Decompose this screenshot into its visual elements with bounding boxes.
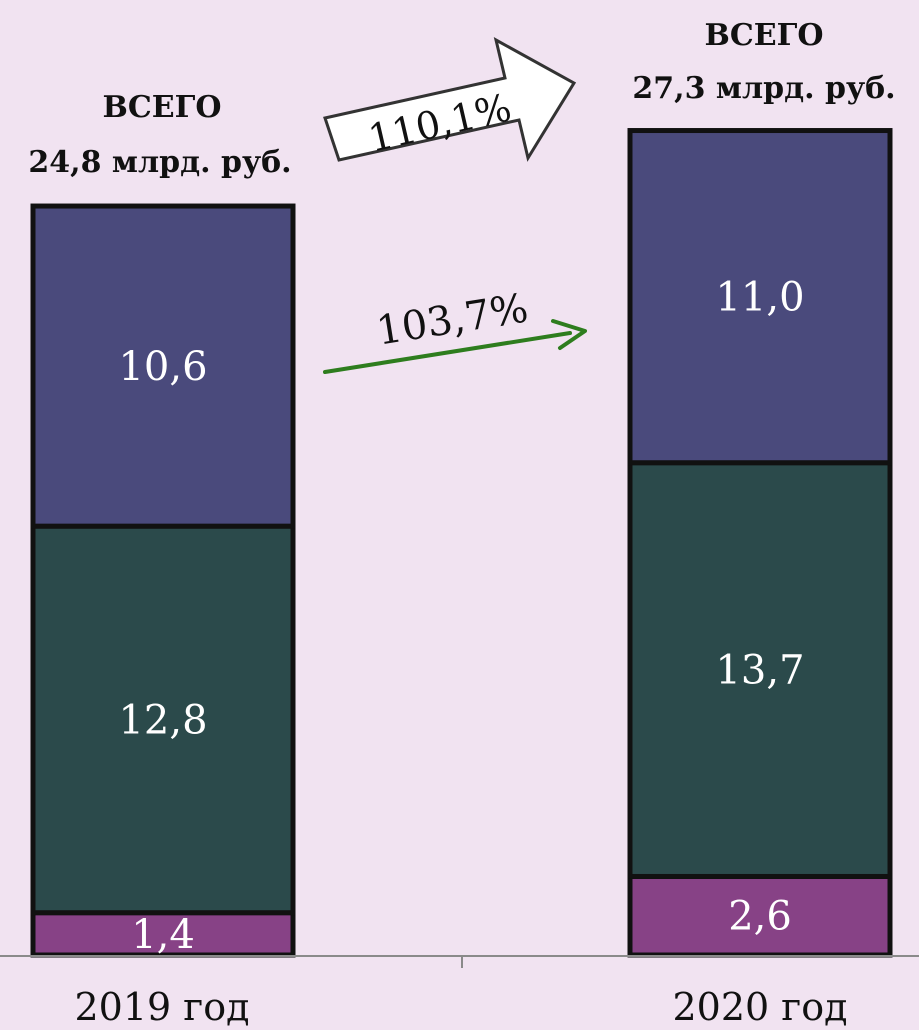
bars-group <box>30 128 893 958</box>
total-growth-arrow <box>323 37 577 162</box>
segment-value-label-2019-2: 10,6 <box>118 344 207 390</box>
bar-segment-2020-0 <box>627 873 893 958</box>
x-tick-label-2019: 2019 год <box>75 985 250 1029</box>
segment-value-label-2019-1: 12,8 <box>118 697 207 743</box>
segment-value-label-2020-0: 2,6 <box>728 894 792 940</box>
bar-segment-2019-2 <box>30 203 296 529</box>
total-label-2019: 24,8 млрд. руб. <box>28 145 291 180</box>
segment-value-label-2019-0: 1,4 <box>131 912 195 958</box>
total-heading-2019: ВСЕГО <box>103 90 222 125</box>
total-label-2020: 27,3 млрд. руб. <box>632 71 895 106</box>
bar-segment-2020-1 <box>627 460 893 879</box>
segment-value-label-2020-1: 13,7 <box>715 648 804 694</box>
segment-value-label-2020-2: 11,0 <box>715 275 804 321</box>
top-segment-growth-arrow <box>323 331 572 374</box>
x-tick-label-2020: 2020 год <box>673 985 848 1029</box>
segment-labels-group: 1,4 12,8 10,6 2,6 13,7 11,0 <box>118 275 804 958</box>
top-segment-growth-arrowhead <box>551 319 587 350</box>
bar-segment-2020-2 <box>627 128 893 466</box>
total-heading-2020: ВСЕГО <box>705 18 824 53</box>
bar-segment-2019-1 <box>30 523 296 916</box>
